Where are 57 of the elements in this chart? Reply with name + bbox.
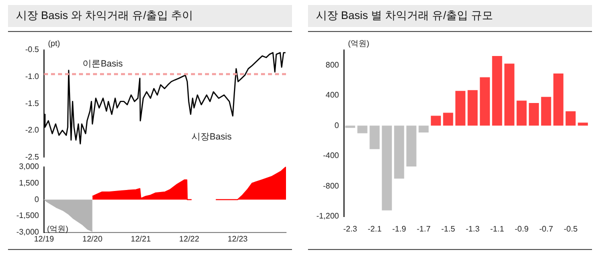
x-tick-label: 12/19: [34, 234, 55, 244]
x-tick-label: 12/23: [228, 234, 248, 244]
y-axis-title: (pt): [48, 39, 60, 48]
bar: [418, 126, 429, 132]
x-tick-label: 12/20: [82, 234, 103, 244]
bar: [406, 126, 416, 166]
bar: [492, 56, 502, 126]
bar: [443, 112, 454, 126]
y-tick-label: -2.0: [25, 126, 40, 135]
y-tick-label: 400: [326, 90, 340, 100]
x-tick-label: 12/22: [179, 234, 200, 244]
x-tick-label: -0.7: [539, 224, 554, 234]
bar: [455, 90, 466, 126]
bar: [394, 126, 404, 179]
bar: [553, 73, 564, 126]
y-tick-label: 0: [334, 120, 340, 130]
bar: [516, 100, 527, 126]
y-tick-label: -1,500: [16, 211, 40, 220]
bar: [382, 126, 392, 210]
bar: [541, 96, 552, 126]
bar: [504, 64, 514, 126]
y-tick-label: -3,000: [16, 228, 40, 237]
y-tick-label: 800: [326, 60, 340, 70]
bar: [480, 77, 490, 126]
y-axis-title: (억원): [348, 39, 370, 48]
chart-title: 시장 Basis 와 차익거래 유/출입 추이: [8, 5, 292, 27]
x-tick-label: -1.9: [392, 224, 407, 234]
x-tick-label: -0.9: [514, 224, 530, 234]
y-tick-label: -1.0: [25, 72, 40, 82]
bar: [468, 90, 478, 126]
y-tick-label: -400: [322, 151, 340, 160]
y-tick-label: -1.5: [25, 98, 40, 108]
y-tick-label: -0.5: [25, 45, 40, 54]
series-label: 시장Basis: [192, 132, 232, 142]
x-tick-label: -0.5: [564, 224, 578, 234]
bar: [528, 102, 539, 126]
y-tick-label: -2.5: [25, 152, 40, 162]
x-tick-label: -2.1: [368, 224, 382, 234]
y-tick-label: 0: [34, 194, 40, 204]
x-tick-label: -1.7: [416, 224, 432, 234]
chart-title: 시장 Basis 별 차익거래 유/출입 규모: [308, 5, 592, 27]
bar: [430, 116, 441, 126]
y-tick-label: 1,500: [18, 178, 40, 188]
x-tick-label: 12/21: [130, 234, 152, 244]
x-tick-label: -1.3: [466, 224, 480, 234]
y-axis-title: (억원): [47, 224, 69, 234]
x-tick-label: -2.3: [343, 224, 358, 234]
x-tick-label: -1.5: [441, 224, 456, 234]
ref-line-label: 이론Basis: [82, 58, 124, 69]
bar: [370, 126, 380, 150]
y-tick-label: -1,200: [316, 212, 340, 221]
x-tick-label: -1.1: [490, 224, 505, 234]
bar: [578, 122, 588, 126]
bar: [357, 126, 368, 134]
y-tick-label: -800: [322, 181, 340, 190]
bar: [566, 111, 576, 126]
y-tick-label: 3,000: [18, 162, 40, 172]
